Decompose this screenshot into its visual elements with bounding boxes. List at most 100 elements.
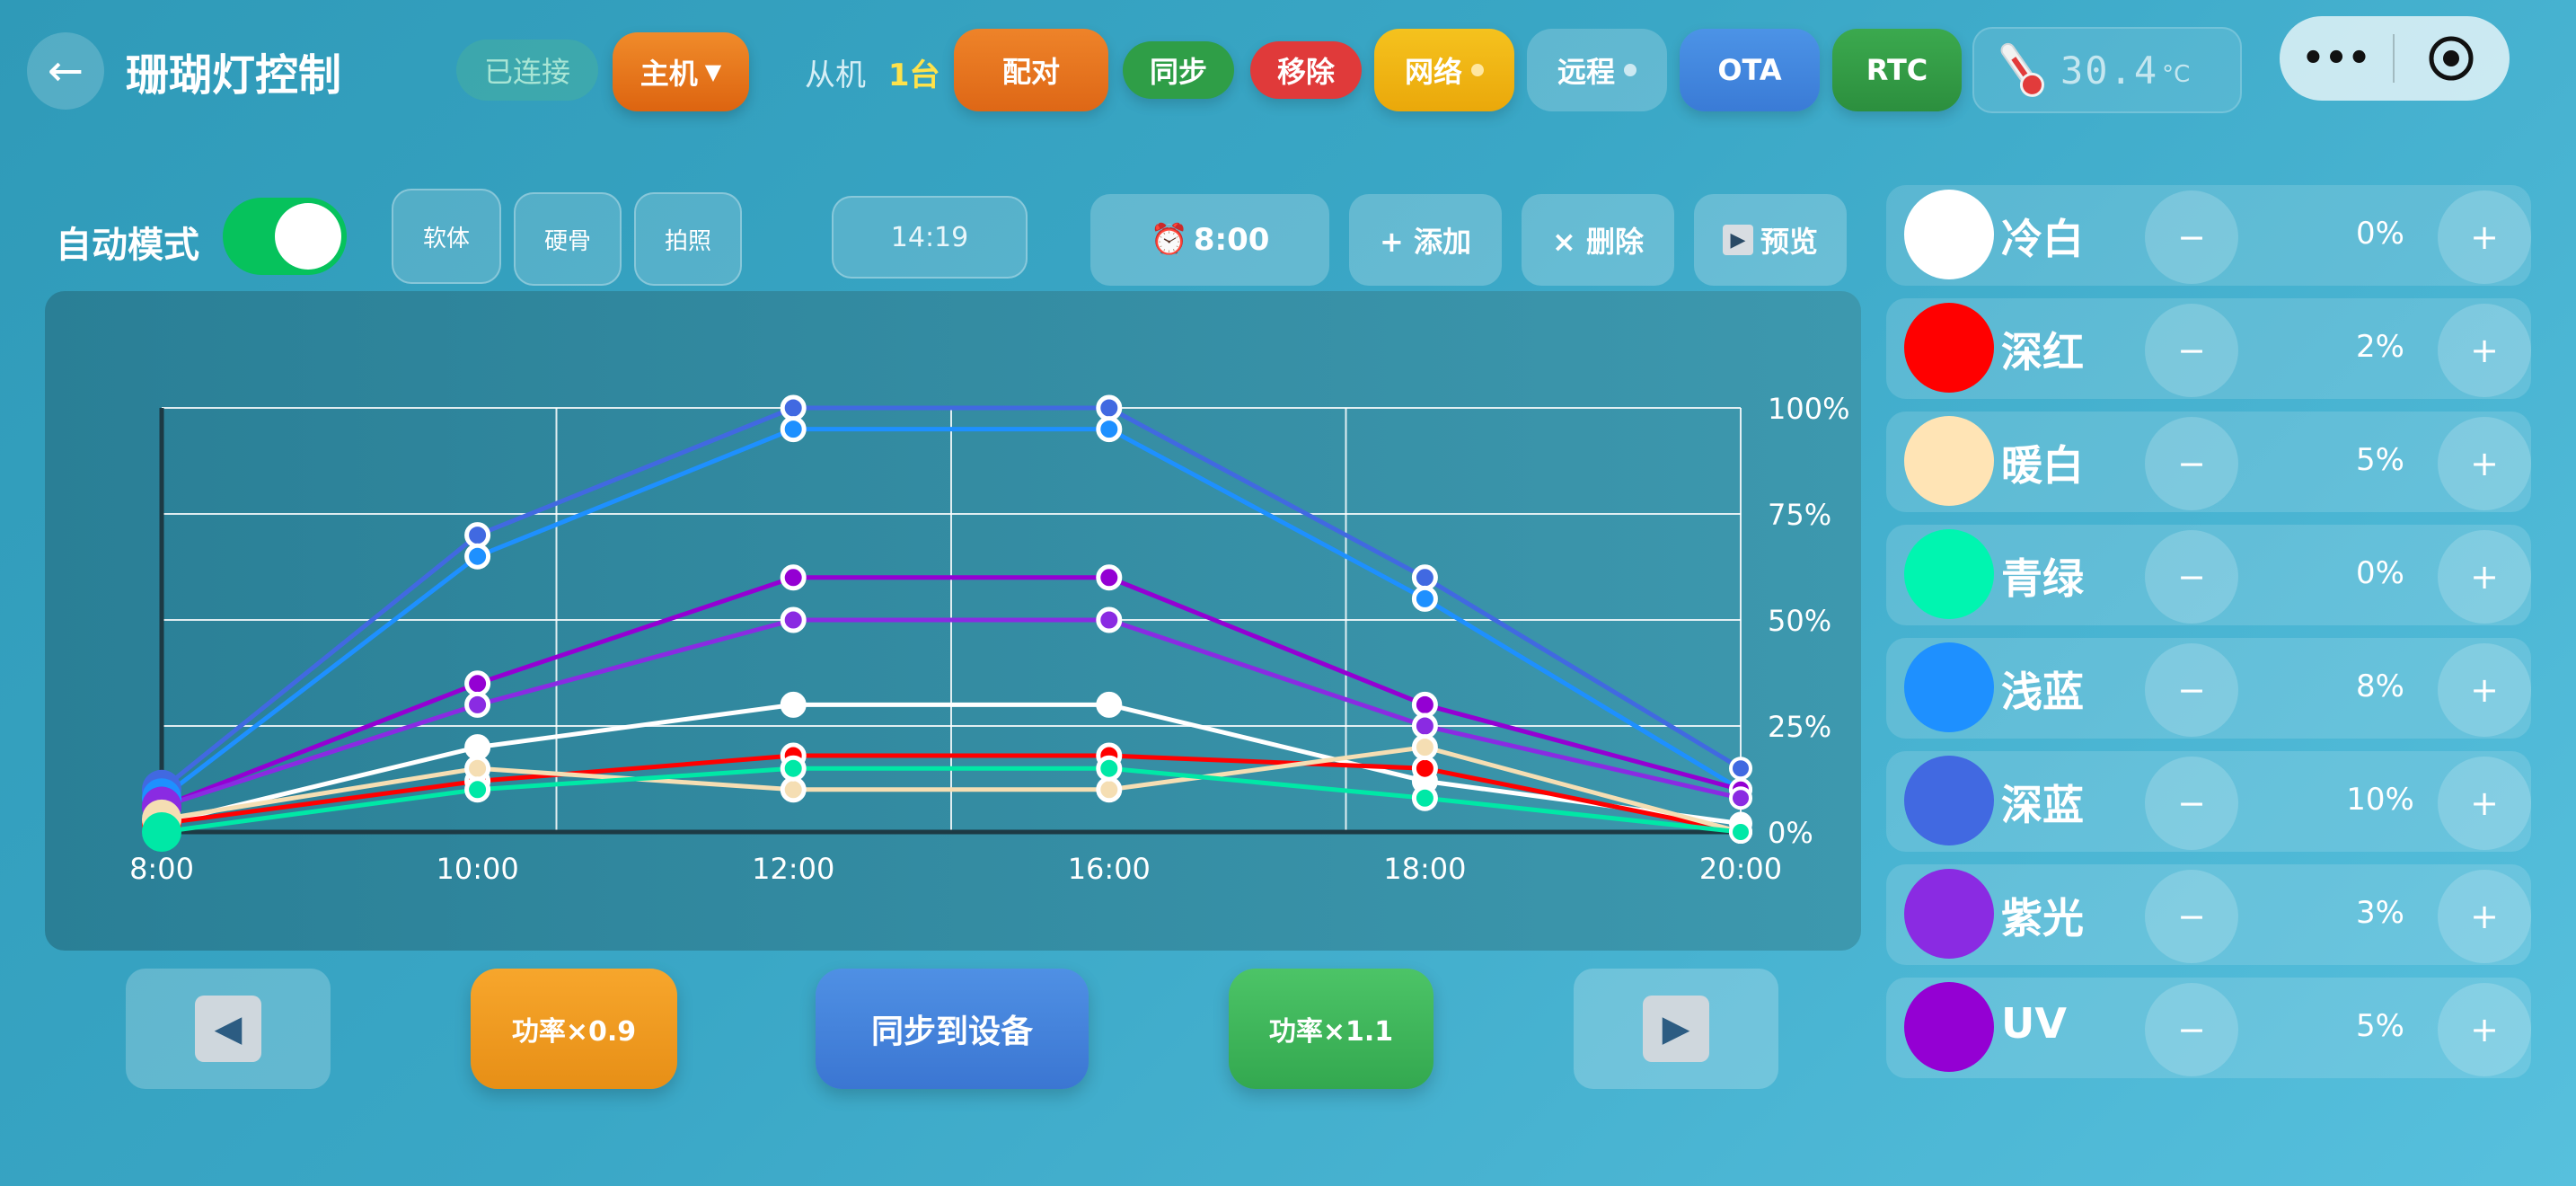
decrease-button[interactable]: − xyxy=(2145,417,2238,510)
pair-button[interactable]: 配对 xyxy=(954,29,1108,111)
data-point xyxy=(1729,786,1752,810)
decrease-button[interactable]: − xyxy=(2145,757,2238,850)
channel-name: 浅蓝 xyxy=(2001,668,2084,716)
thermometer-icon xyxy=(2000,42,2044,97)
preset-label: 软体 xyxy=(422,225,470,252)
connection-status-badge: 已连接 xyxy=(456,40,598,101)
data-point xyxy=(1411,734,1438,761)
data-point xyxy=(780,394,807,421)
decrease-button[interactable]: − xyxy=(2145,643,2238,737)
channel-name: 暖白 xyxy=(2001,441,2084,490)
target-icon xyxy=(2429,36,2474,81)
increase-button[interactable]: + xyxy=(2438,190,2531,284)
back-button[interactable]: ← xyxy=(27,32,104,110)
power-down-button[interactable]: 功率×0.9 xyxy=(471,969,677,1089)
channel-name: 深红 xyxy=(2001,328,2084,376)
increase-button[interactable]: + xyxy=(2438,417,2531,510)
remote-button[interactable]: 远程 xyxy=(1527,29,1667,111)
data-point xyxy=(464,543,491,570)
channel-value: 0% xyxy=(2356,555,2404,591)
channel-row-deep-red: 深红 − 2% + xyxy=(1886,298,2531,399)
series-line xyxy=(161,702,1742,827)
data-point xyxy=(464,755,491,782)
preview-label: 预览 xyxy=(1760,225,1818,259)
data-point xyxy=(464,670,491,697)
data-point xyxy=(1096,606,1123,633)
decrease-button[interactable]: − xyxy=(2145,304,2238,397)
increase-button[interactable]: + xyxy=(2438,870,2531,963)
auto-mode-toggle[interactable] xyxy=(223,198,347,275)
more-button[interactable]: ••• xyxy=(2280,38,2393,79)
preview-button[interactable]: ▶ 预览 xyxy=(1694,194,1847,286)
sync-button[interactable]: 同步 xyxy=(1123,41,1234,99)
schedule-chart-panel: 100% 75% 50% 25% 0% 8:00 10:00 12:00 16:00 18:00 2… xyxy=(45,291,1861,951)
next-button[interactable]: ▶ xyxy=(1574,969,1778,1089)
data-point xyxy=(464,522,491,549)
increase-button[interactable]: + xyxy=(2438,757,2531,850)
preset-photo-button[interactable]: 拍照 xyxy=(634,192,742,286)
prev-button[interactable]: ◀ xyxy=(126,969,331,1089)
data-point xyxy=(780,416,807,443)
network-button[interactable]: 网络 xyxy=(1374,29,1514,111)
schedule-time-value: 8:00 xyxy=(1193,222,1270,258)
data-point xyxy=(780,755,807,782)
channel-color-swatch xyxy=(1904,190,1994,279)
x-tick-label: 18:00 xyxy=(1383,852,1466,886)
decrease-button[interactable]: − xyxy=(2145,870,2238,963)
y-tick-label: 75% xyxy=(1768,498,1831,532)
slave-info: 从机 1台 xyxy=(805,50,940,94)
power-up-button[interactable]: 功率×1.1 xyxy=(1229,969,1434,1089)
x-tick-label: 10:00 xyxy=(436,852,518,886)
schedule-time-button[interactable]: ⏰ 8:00 xyxy=(1090,194,1329,286)
y-tick-label: 100% xyxy=(1768,392,1849,426)
decrease-button[interactable]: − xyxy=(2145,983,2238,1076)
decrease-button[interactable]: − xyxy=(2145,190,2238,284)
data-point xyxy=(1096,394,1123,421)
x-tick-label: 16:00 xyxy=(1068,852,1151,886)
alarm-clock-icon: ⏰ xyxy=(1150,222,1188,258)
channel-color-swatch xyxy=(1904,869,1994,959)
data-point xyxy=(1411,564,1438,591)
increase-button[interactable]: + xyxy=(2438,643,2531,737)
channel-name: UV xyxy=(2001,999,2067,1048)
delete-point-button[interactable]: × 删除 xyxy=(1522,194,1674,286)
channel-row-violet: 紫光 − 3% + xyxy=(1886,864,2531,965)
channel-row-deep-blue: 深蓝 − 10% + xyxy=(1886,751,2531,852)
increase-button[interactable]: + xyxy=(2438,983,2531,1076)
close-mini-program-button[interactable] xyxy=(2395,33,2508,84)
add-point-button[interactable]: + 添加 xyxy=(1349,194,1502,286)
channel-name: 紫光 xyxy=(2001,894,2084,943)
preset-hard-coral-button[interactable]: 硬骨 xyxy=(514,192,622,286)
ota-button[interactable]: OTA xyxy=(1680,29,1820,111)
channel-value: 5% xyxy=(2356,442,2404,478)
increase-button[interactable]: + xyxy=(2438,304,2531,397)
increase-button[interactable]: + xyxy=(2438,530,2531,624)
series-line xyxy=(160,427,1742,801)
x-tick-label: 8:00 xyxy=(129,852,194,886)
channel-value: 2% xyxy=(2356,329,2404,365)
x-tick-label: 20:00 xyxy=(1699,852,1782,886)
data-point xyxy=(464,776,491,803)
page-title: 珊瑚灯控制 xyxy=(126,50,342,101)
slave-count: 1台 xyxy=(887,58,940,93)
sync-to-device-button[interactable]: 同步到设备 xyxy=(816,969,1089,1089)
channel-row-uv: UV − 5% + xyxy=(1886,978,2531,1078)
channel-name: 深蓝 xyxy=(2001,781,2084,829)
next-arrow-icon: ▶ xyxy=(1643,996,1709,1062)
series-line xyxy=(160,405,1742,792)
host-select[interactable]: 主机 ▼ xyxy=(613,32,749,111)
schedule-chart[interactable]: 100% 75% 50% 25% 0% 8:00 10:00 12:00 16:00 18:00 2… xyxy=(45,291,1861,951)
start-handle xyxy=(142,812,181,852)
data-point xyxy=(1096,416,1123,443)
chevron-down-icon: ▼ xyxy=(704,59,722,84)
channel-color-swatch xyxy=(1904,756,1994,845)
rtc-button[interactable]: RTC xyxy=(1832,29,1962,111)
preset-soft-coral-button[interactable]: 软体 xyxy=(392,189,501,284)
remove-button[interactable]: 移除 xyxy=(1250,41,1362,99)
prev-arrow-icon: ◀ xyxy=(195,996,261,1062)
decrease-button[interactable]: − xyxy=(2145,530,2238,624)
add-point-label: + 添加 xyxy=(1380,225,1471,259)
channel-value: 3% xyxy=(2356,895,2404,931)
data-point xyxy=(1729,757,1752,781)
y-tick-label: 50% xyxy=(1768,604,1831,638)
